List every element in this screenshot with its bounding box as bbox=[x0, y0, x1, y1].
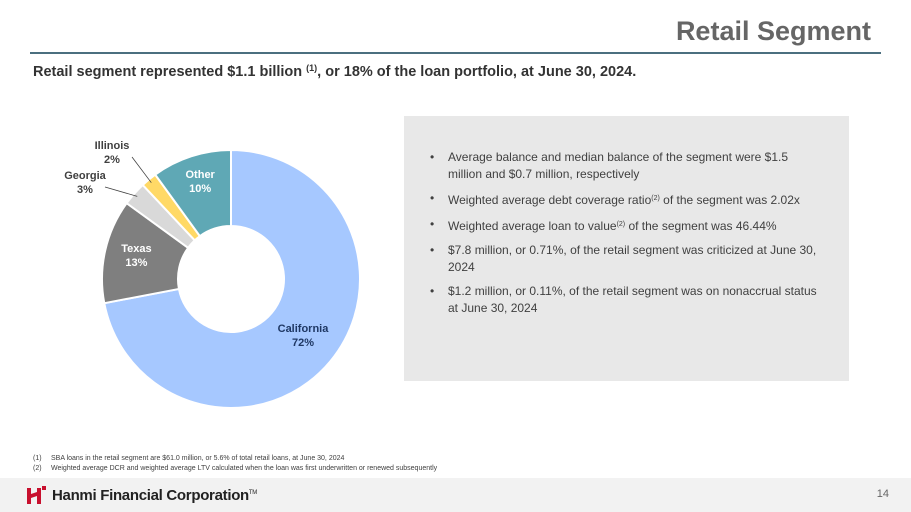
bullet-item: Weighted average loan to value(2) of the… bbox=[430, 217, 818, 234]
slice-label-other: Other bbox=[186, 169, 216, 181]
slice-label-georgia: Georgia bbox=[64, 170, 106, 182]
slice-value-other: 10% bbox=[189, 183, 211, 195]
bullet-item: $1.2 million, or 0.11%, of the retail se… bbox=[430, 284, 818, 316]
company-logo: Hanmi Financial CorporationTM bbox=[25, 484, 257, 506]
slice-value-illinois: 2% bbox=[104, 154, 120, 166]
footnote: (2) Weighted average DCR and weighted ave… bbox=[33, 465, 438, 472]
title-divider bbox=[30, 52, 881, 54]
headline-text-end: , or 18% of the loan portfolio, at June … bbox=[317, 64, 637, 80]
company-name: Hanmi Financial CorporationTM bbox=[52, 486, 257, 504]
slice-value-georgia: 3% bbox=[77, 184, 93, 196]
slice-value-texas: 13% bbox=[125, 257, 147, 269]
footer-bar bbox=[0, 478, 911, 512]
slice-value-california: 72% bbox=[292, 337, 314, 349]
leader-line-illinois bbox=[131, 156, 152, 183]
slice-label-california: California bbox=[278, 323, 330, 335]
bullet-item: Weighted average debt coverage ratio(2) … bbox=[430, 191, 818, 208]
headline-footnote-ref: (1) bbox=[306, 63, 318, 73]
slice-label-texas: Texas bbox=[121, 243, 151, 255]
page-number: 14 bbox=[876, 488, 889, 500]
summary-bullets: Average balance and median balance of th… bbox=[430, 150, 818, 325]
headline-text-start: Retail segment represented $1.1 billion bbox=[33, 64, 307, 80]
headline: Retail segment represented $1.1 billion … bbox=[33, 63, 636, 80]
leader-line-georgia bbox=[104, 186, 138, 197]
bullet-item: Average balance and median balance of th… bbox=[430, 150, 818, 182]
hanmi-logo-icon bbox=[27, 486, 46, 504]
slice-other bbox=[153, 148, 232, 238]
bullet-item: $7.8 million, or 0.71%, of the retail se… bbox=[430, 243, 818, 275]
page-title: Retail Segment bbox=[675, 16, 871, 46]
footnotes: (1) SBA loans in the retail segment are $… bbox=[33, 454, 437, 474]
slice-label-illinois: Illinois bbox=[95, 140, 130, 152]
footnote: (1) SBA loans in the retail segment are $… bbox=[33, 455, 345, 462]
slice-california bbox=[103, 148, 361, 409]
